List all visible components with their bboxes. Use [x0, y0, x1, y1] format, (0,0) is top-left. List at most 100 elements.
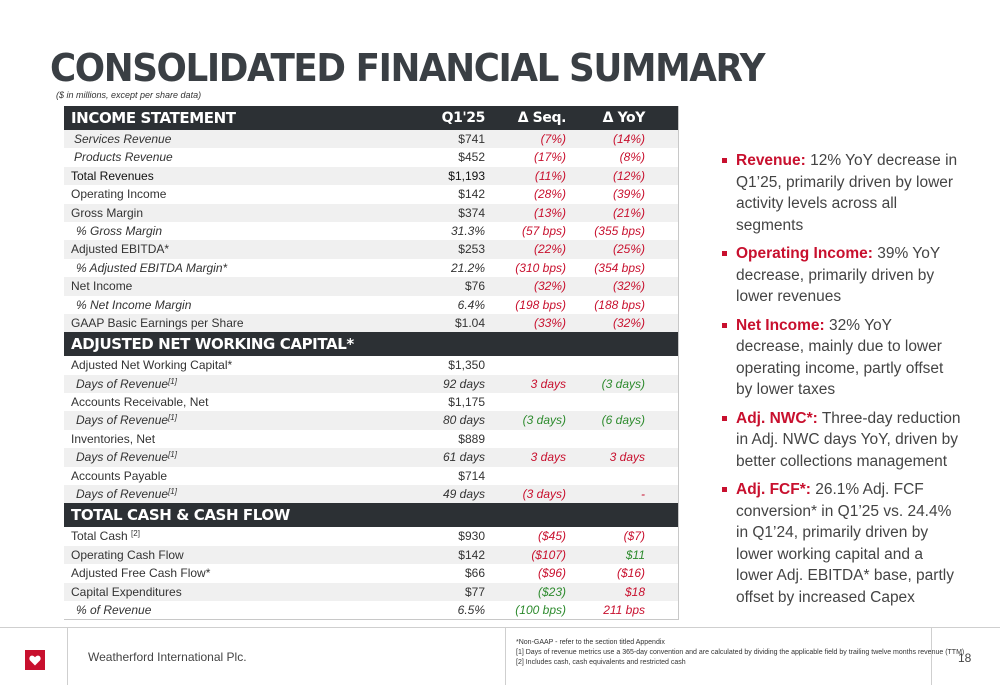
table-row: Inventories, Net $889	[64, 430, 678, 448]
row-value-yoy: (8%)	[619, 150, 645, 165]
row-value-yoy: 211 bps	[603, 602, 645, 617]
financial-table: INCOME STATEMENT Q1'25 Δ Seq. Δ YoY Serv…	[64, 106, 679, 621]
row-value-yoy: 3 days	[609, 450, 645, 465]
table-row: Days of Revenue[1] 61 days 3 days 3 days	[64, 448, 678, 467]
table-row: Days of Revenue[1] 92 days 3 days (3 day…	[64, 374, 678, 394]
table-row: % of Revenue 6.5% (100 bps) 211 bps	[64, 601, 678, 619]
heart-logo-icon	[25, 650, 45, 670]
row-value-seq: (22%)	[533, 242, 566, 257]
footer-separator	[931, 628, 932, 685]
table-row: Adjusted EBITDA* $253 (22%) (25%)	[64, 240, 678, 259]
row-label: % Gross Margin	[76, 223, 163, 238]
row-value-q1: $1,175	[448, 395, 485, 410]
row-label: % Adjusted EBITDA Margin*	[76, 260, 228, 275]
row-value-q1: $142	[458, 187, 485, 202]
row-value-yoy: (355 bps)	[594, 223, 645, 238]
row-value-q1: 6.4%	[457, 297, 485, 312]
bullet-square-icon	[722, 251, 727, 256]
row-value-q1: $77	[464, 584, 485, 599]
row-value-q1: $374	[458, 205, 485, 220]
footnote-ref: [1]	[168, 376, 177, 386]
table-row: Services Revenue $741 (7%) (14%)	[64, 130, 678, 149]
table-row: Capital Expenditures $77 ($23) $18	[64, 582, 678, 601]
row-value-yoy: ($7)	[623, 529, 645, 544]
footer-separator	[505, 628, 506, 685]
table-row: Accounts Receivable, Net $1,175	[64, 393, 678, 411]
table-row: Accounts Payable $714	[64, 467, 678, 485]
row-value-q1: $142	[458, 547, 485, 562]
footnote-ref: [1]	[168, 487, 177, 497]
row-value-yoy: (6 days)	[601, 413, 645, 428]
footnotes: *Non-GAAP - refer to the section titled …	[516, 638, 964, 668]
row-value-seq: (32%)	[533, 279, 566, 294]
bullet-adj-nwc: Adj. NWC*: Three-day reduction in Adj. N…	[722, 408, 962, 473]
row-label: Products Revenue	[74, 150, 173, 165]
bullet-revenue: Revenue: 12% YoY decrease in Q1’25, prim…	[722, 150, 962, 236]
row-value-q1: 80 days	[442, 413, 485, 428]
row-label: Adjusted Net Working Capital*	[71, 358, 233, 373]
section-title: ADJUSTED NET WORKING CAPITAL*	[71, 335, 354, 354]
row-value-seq: (11%)	[534, 168, 566, 183]
row-value-seq: (7%)	[540, 132, 566, 146]
page-number: 18	[958, 651, 972, 665]
footer-divider	[0, 627, 1000, 628]
row-value-seq: (17%)	[533, 150, 566, 165]
row-value-seq: ($45)	[537, 529, 566, 544]
row-value-q1: 92 days	[442, 376, 485, 391]
row-label: Accounts Payable	[71, 468, 168, 483]
commentary-bullets: Revenue: 12% YoY decrease in Q1’25, prim…	[722, 150, 962, 615]
table-row: % Net Income Margin 6.4% (198 bps) (188 …	[64, 296, 678, 314]
row-label: Capital Expenditures	[71, 584, 182, 599]
bullet-square-icon	[722, 487, 727, 492]
row-value-yoy: (25%)	[612, 242, 645, 257]
table-row: Days of Revenue[1] 49 days (3 days) -	[64, 485, 678, 504]
row-value-yoy: ($16)	[616, 566, 645, 581]
row-value-q1: 6.5%	[457, 602, 485, 617]
footnote: [1] Days of revenue metrics use a 365-da…	[516, 649, 965, 656]
row-value-seq: (310 bps)	[515, 260, 566, 275]
table-row: Total Revenues $1,193 (11%) (12%)	[64, 166, 678, 186]
row-label: Inventories, Net	[71, 431, 156, 446]
income-statement-header: INCOME STATEMENT Q1'25 Δ Seq. Δ YoY	[64, 106, 678, 130]
row-label: Days of Revenue[1]	[76, 413, 177, 428]
table-row: Products Revenue $452 (17%) (8%)	[64, 148, 678, 166]
company-name: Weatherford International Plc.	[88, 650, 247, 664]
section-title: INCOME STATEMENT	[71, 109, 236, 127]
row-value-q1: 49 days	[442, 487, 485, 502]
section-title: TOTAL CASH & CASH FLOW	[71, 506, 290, 525]
table-row: Gross Margin $374 (13%) (21%)	[64, 203, 678, 222]
row-label: Accounts Receivable, Net	[71, 395, 209, 410]
page-subtitle: ($ in millions, except per share data)	[56, 90, 202, 100]
row-label: % of Revenue	[76, 602, 152, 617]
bullet-square-icon	[722, 158, 727, 163]
bullet-square-icon	[722, 322, 727, 328]
footnote-ref: [1]	[168, 450, 177, 460]
row-label: Gross Margin	[71, 205, 144, 220]
row-value-yoy: (354 bps)	[594, 260, 645, 275]
bullet-net-income: Net Income: 32% YoY decrease, mainly due…	[722, 315, 962, 401]
table-row: Total Cash [2] $930 ($45) ($7)	[64, 527, 678, 545]
table-row: Adjusted Free Cash Flow* $66 ($96) ($16)	[64, 564, 678, 582]
row-value-yoy: -	[641, 487, 645, 502]
row-value-yoy: $11	[625, 547, 645, 562]
row-value-yoy: (3 days)	[601, 376, 645, 391]
footnote-ref: [1]	[168, 413, 177, 423]
row-value-seq: ($107)	[531, 547, 566, 562]
footnote: *Non-GAAP - refer to the section titled …	[516, 639, 665, 646]
row-value-q1: 31.3%	[450, 223, 485, 238]
footnote: [2] Includes cash, cash equivalents and …	[516, 659, 686, 666]
cash-flow-header: TOTAL CASH & CASH FLOW	[64, 503, 678, 528]
table-row: Adjusted Net Working Capital* $1,350	[64, 356, 678, 374]
row-value-q1: $714	[458, 468, 485, 483]
table-row: % Gross Margin 31.3% (57 bps) (355 bps)	[64, 222, 678, 240]
row-label: Adjusted EBITDA*	[71, 242, 170, 257]
row-value-yoy: (12%)	[612, 168, 645, 183]
row-label: GAAP Basic Earnings per Share	[71, 315, 244, 330]
row-value-q1: $66	[464, 566, 485, 581]
row-value-q1: $1,193	[448, 168, 485, 183]
row-value-seq: ($96)	[537, 566, 566, 581]
row-label: Adjusted Free Cash Flow*	[71, 566, 211, 581]
adjusted-nwc-header: ADJUSTED NET WORKING CAPITAL*	[64, 332, 678, 357]
row-value-q1: $76	[464, 279, 485, 294]
row-value-q1: $889	[458, 431, 485, 446]
